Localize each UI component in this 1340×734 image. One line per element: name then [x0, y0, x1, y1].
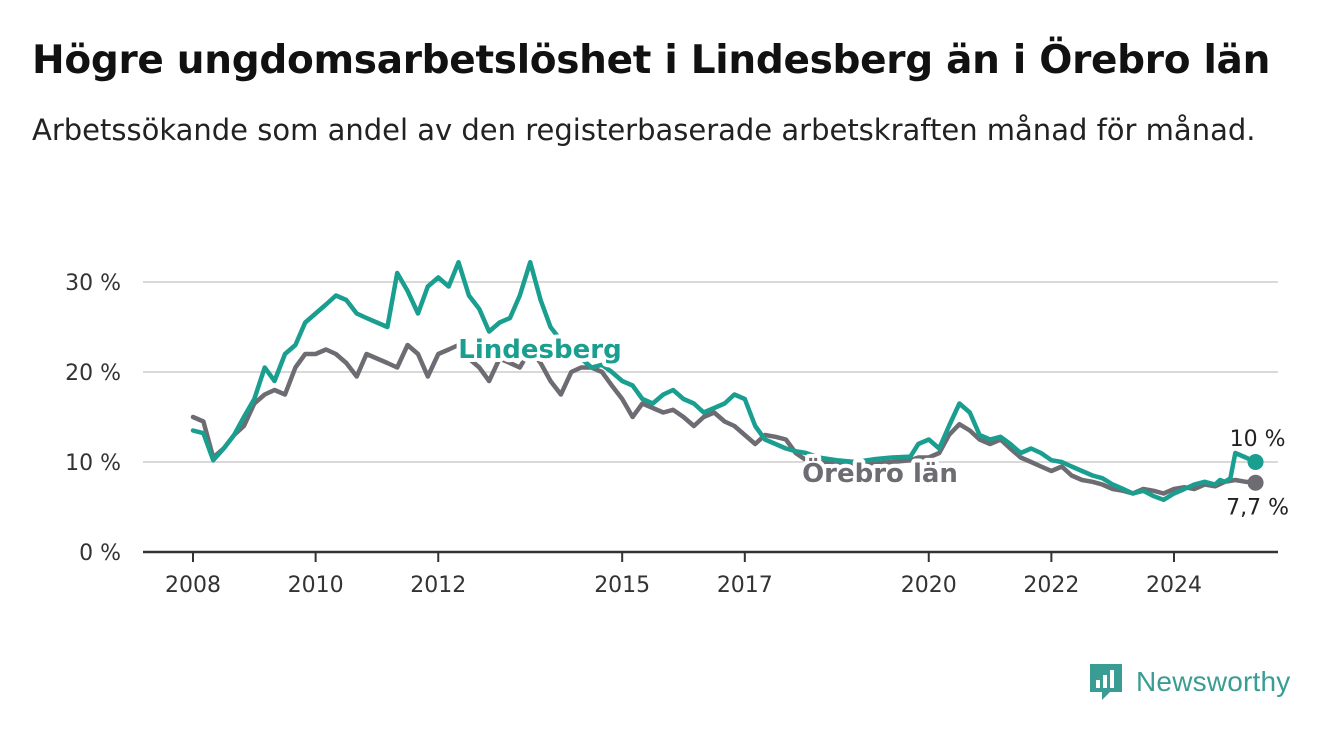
x-tick-label: 2012: [410, 573, 466, 598]
y-tick-label: 20 %: [65, 361, 121, 386]
x-tick-label: 2015: [594, 573, 650, 598]
y-tick-label: 0 %: [79, 541, 121, 566]
x-tick-label: 2008: [165, 573, 221, 598]
end-marker-lindesberg: [1247, 454, 1264, 470]
x-tick-label: 2022: [1023, 573, 1079, 598]
x-axis: 2008 2010 2012 2015 2017 2020 2022 2024: [143, 550, 1278, 598]
series-line-orebro-lan: [190, 342, 1258, 496]
y-tick-labels: 0 % 10 % 20 % 30 %: [65, 271, 121, 566]
series-line-lindesberg: [190, 259, 1258, 503]
y-tick-label: 10 %: [65, 451, 121, 476]
x-tick-label: 2010: [288, 573, 344, 598]
end-marker-orebro-lan: [1247, 474, 1264, 491]
end-value-label: 7,7 %: [1226, 496, 1289, 521]
grid-lines: [143, 281, 1278, 463]
brand-name: Newsworthy: [1136, 666, 1291, 697]
series-label-lindesberg: Lindesberg: [458, 335, 621, 365]
page-title: Högre ungdomsarbetslöshet i Lindesberg ä…: [32, 38, 1271, 83]
newsworthy-logo: Newsworthy: [1088, 660, 1290, 704]
series-lines: [190, 259, 1258, 503]
end-markers: 10 % 7,7 %: [1226, 427, 1289, 521]
x-tick-label: 2020: [901, 573, 957, 598]
end-value-label: 10 %: [1230, 427, 1286, 452]
x-tick-label: 2017: [717, 573, 773, 598]
series-label-halo: Lindesberg: [458, 335, 621, 365]
series-label-orebro-lan: Örebro län: [802, 456, 958, 489]
y-tick-label: 30 %: [65, 271, 121, 296]
page-subtitle: Arbetssökande som andel av den registerb…: [32, 113, 1256, 147]
series-label-halo: Örebro län: [802, 456, 958, 489]
x-tick-label: 2024: [1146, 573, 1202, 598]
bar-chart-icon: [1090, 664, 1122, 700]
